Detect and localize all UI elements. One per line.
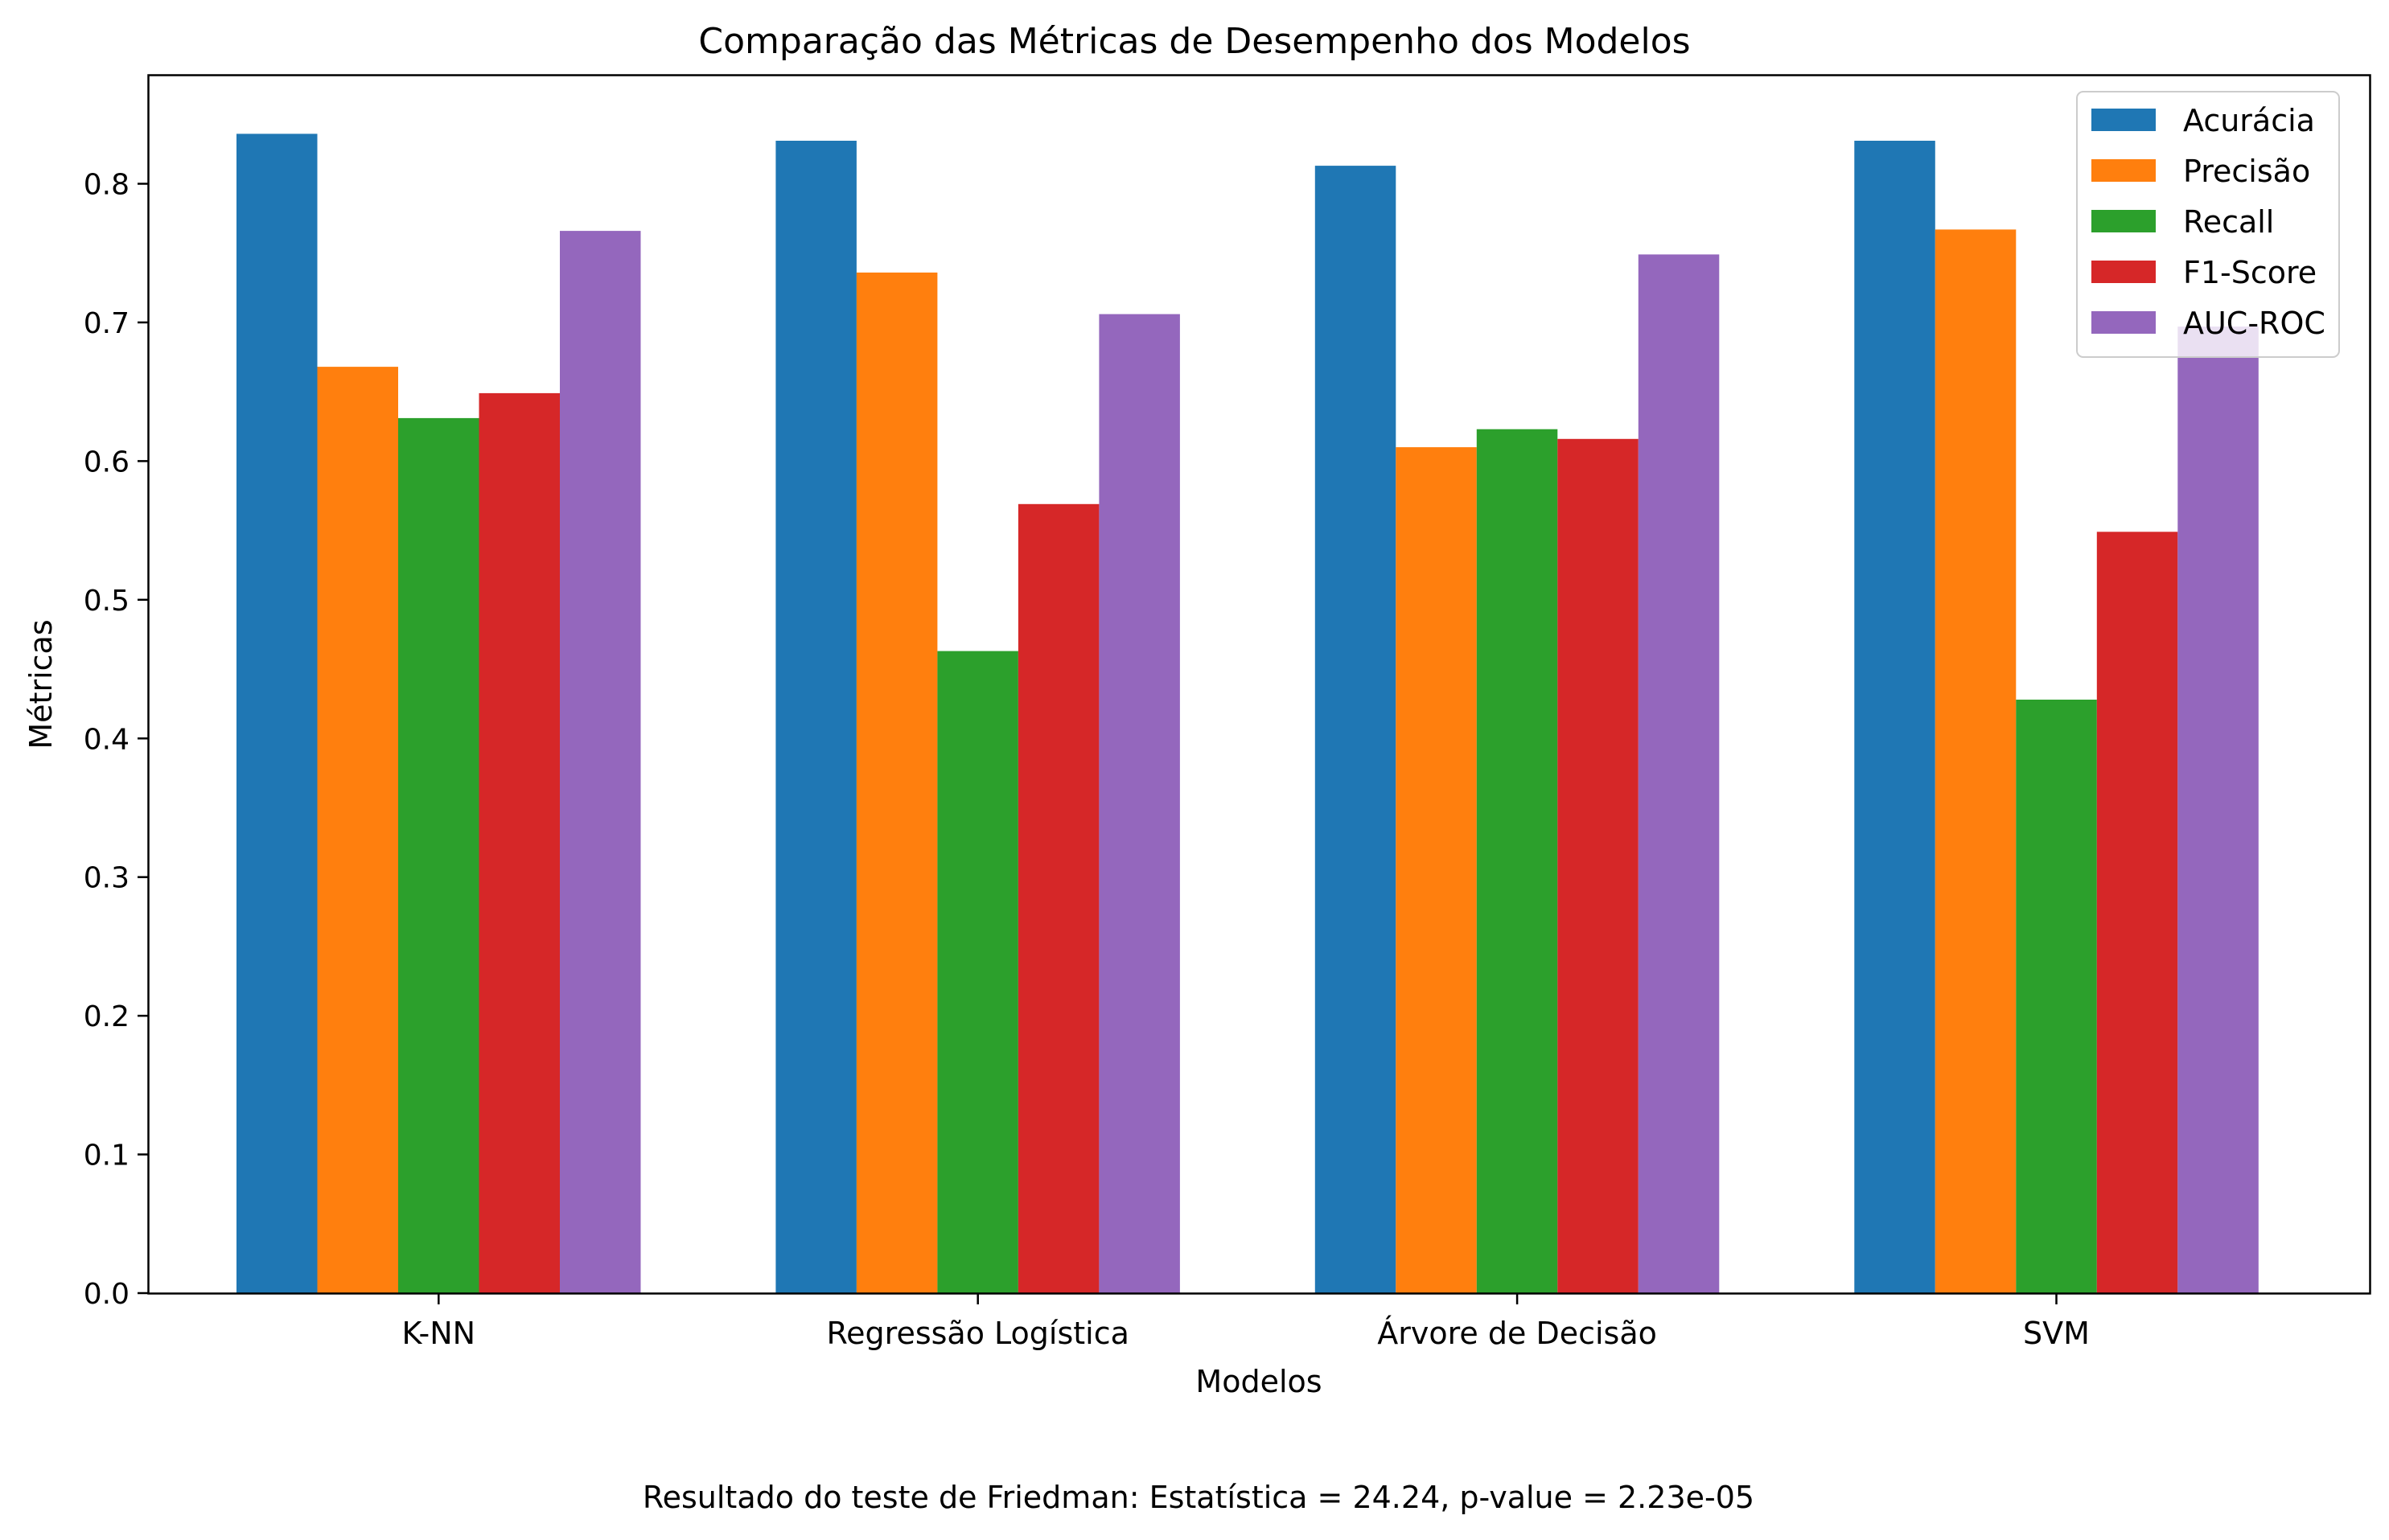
bar-acur-cia-2 — [1314, 166, 1396, 1294]
bar-auc-roc-1 — [1099, 314, 1180, 1294]
bar-f1-score-2 — [1557, 438, 1639, 1293]
y-tick-label: 0.2 — [84, 1000, 130, 1033]
x-axis-label: Modelos — [1195, 1364, 1322, 1399]
legend-box — [2076, 91, 2340, 358]
bar-acur-cia-3 — [1854, 141, 1935, 1293]
bar-precis-o-0 — [317, 367, 398, 1294]
bar-acur-cia-0 — [236, 133, 318, 1293]
bar-auc-roc-0 — [560, 231, 641, 1294]
bar-precis-o-1 — [856, 272, 938, 1293]
bar-f1-score-0 — [479, 392, 560, 1293]
legend-swatch — [2091, 109, 2156, 131]
y-tick-label: 0.8 — [84, 169, 130, 202]
plot-frame — [147, 74, 2371, 1295]
y-tick-label: 0.3 — [84, 862, 130, 895]
bar-auc-roc-3 — [2177, 326, 2259, 1294]
y-axis-label: Métricas — [23, 619, 59, 749]
legend-label: Precisão — [2183, 154, 2310, 189]
x-axis: K-NN Regressão Logística Árvore de Decisão… — [402, 1293, 2090, 1351]
y-tick-label: 0.1 — [84, 1140, 130, 1172]
legend-swatch — [2091, 159, 2156, 182]
y-tick-label: 0.7 — [84, 307, 130, 340]
bar-precis-o-3 — [1935, 229, 2017, 1293]
y-tick-label: 0.5 — [84, 585, 130, 618]
legend-label: Recall — [2183, 204, 2274, 240]
legend-label: Acurácia — [2183, 103, 2315, 138]
bar-recall-0 — [398, 417, 479, 1293]
bar-f1-score-1 — [1018, 503, 1100, 1293]
bar-precis-o-2 — [1396, 447, 1477, 1293]
y-tick-label: 0.6 — [84, 446, 130, 478]
x-tick-label: Regressão Logística — [826, 1316, 1129, 1351]
bar-f1-score-3 — [2096, 532, 2178, 1293]
legend-label: AUC-ROC — [2183, 306, 2325, 341]
x-tick-label: SVM — [2023, 1316, 2090, 1351]
x-tick-label: K-NN — [402, 1316, 476, 1351]
bar-auc-roc-2 — [1638, 254, 1720, 1293]
bar-recall-2 — [1476, 429, 1558, 1294]
bar-acur-cia-1 — [775, 141, 857, 1293]
y-tick-label: 0.0 — [84, 1278, 130, 1311]
friedman-test-result: Resultado do teste de Friedman: Estatíst… — [643, 1480, 1754, 1515]
legend-label: F1-Score — [2183, 255, 2317, 290]
legend-swatch — [2091, 311, 2156, 334]
legend-swatch — [2091, 261, 2156, 283]
bar-recall-3 — [2016, 700, 2097, 1293]
chart-title: Comparação das Métricas de Desempenho do… — [698, 21, 1690, 62]
legend: Acurácia Precisão Recall F1-Score AUC-ROC — [2076, 91, 2340, 358]
y-axis: 0.0 0.1 0.2 0.3 0.4 0.5 0.6 0.7 0.8 — [84, 169, 149, 1311]
x-tick-label: Árvore de Decisão — [1377, 1316, 1657, 1351]
y-tick-label: 0.4 — [84, 723, 130, 756]
bar-recall-1 — [937, 651, 1018, 1293]
bars-layer — [236, 133, 2259, 1294]
legend-swatch — [2091, 210, 2156, 232]
